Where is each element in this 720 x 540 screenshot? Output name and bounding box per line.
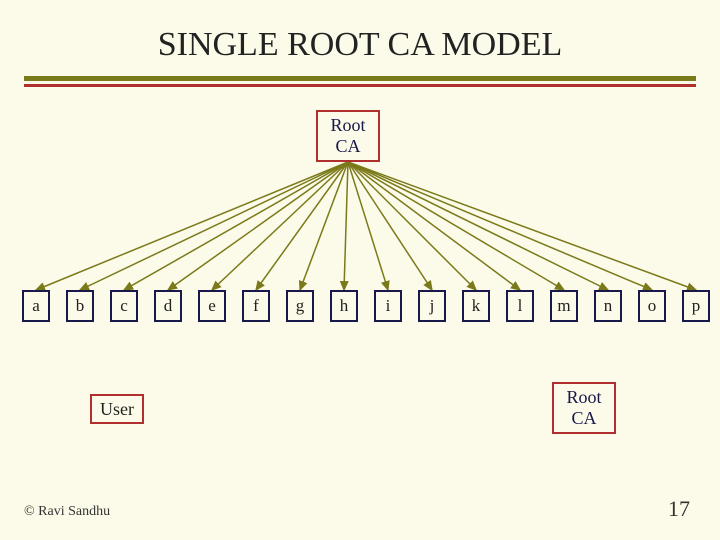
user-box: User [90, 394, 144, 424]
leaf-o: o [638, 290, 666, 322]
root-ca2-line2: CA [571, 408, 596, 428]
leaf-n: n [594, 290, 622, 322]
root-ca-box: Root CA [316, 110, 380, 162]
rule-red [24, 84, 696, 87]
root-ca-line2: CA [335, 136, 360, 156]
arrow-layer [0, 0, 720, 540]
root-ca-line1: Root [330, 115, 365, 135]
leaf-h: h [330, 290, 358, 322]
leaf-m: m [550, 290, 578, 322]
rule-olive [24, 76, 696, 81]
leaf-g: g [286, 290, 314, 322]
user-label: User [100, 399, 134, 420]
root-ca-box-2: Root CA [552, 382, 616, 434]
credit-text: © Ravi Sandhu [24, 504, 110, 520]
leaf-j: j [418, 290, 446, 322]
leaf-c: c [110, 290, 138, 322]
leaf-a: a [22, 290, 50, 322]
page-number: 17 [668, 496, 690, 522]
leaf-f: f [242, 290, 270, 322]
leaf-b: b [66, 290, 94, 322]
leaf-k: k [462, 290, 490, 322]
slide-title: SINGLE ROOT CA MODEL [0, 26, 720, 64]
root-ca2-line1: Root [566, 387, 601, 407]
leaf-p: p [682, 290, 710, 322]
leaf-e: e [198, 290, 226, 322]
leaf-i: i [374, 290, 402, 322]
leaf-l: l [506, 290, 534, 322]
leaf-d: d [154, 290, 182, 322]
